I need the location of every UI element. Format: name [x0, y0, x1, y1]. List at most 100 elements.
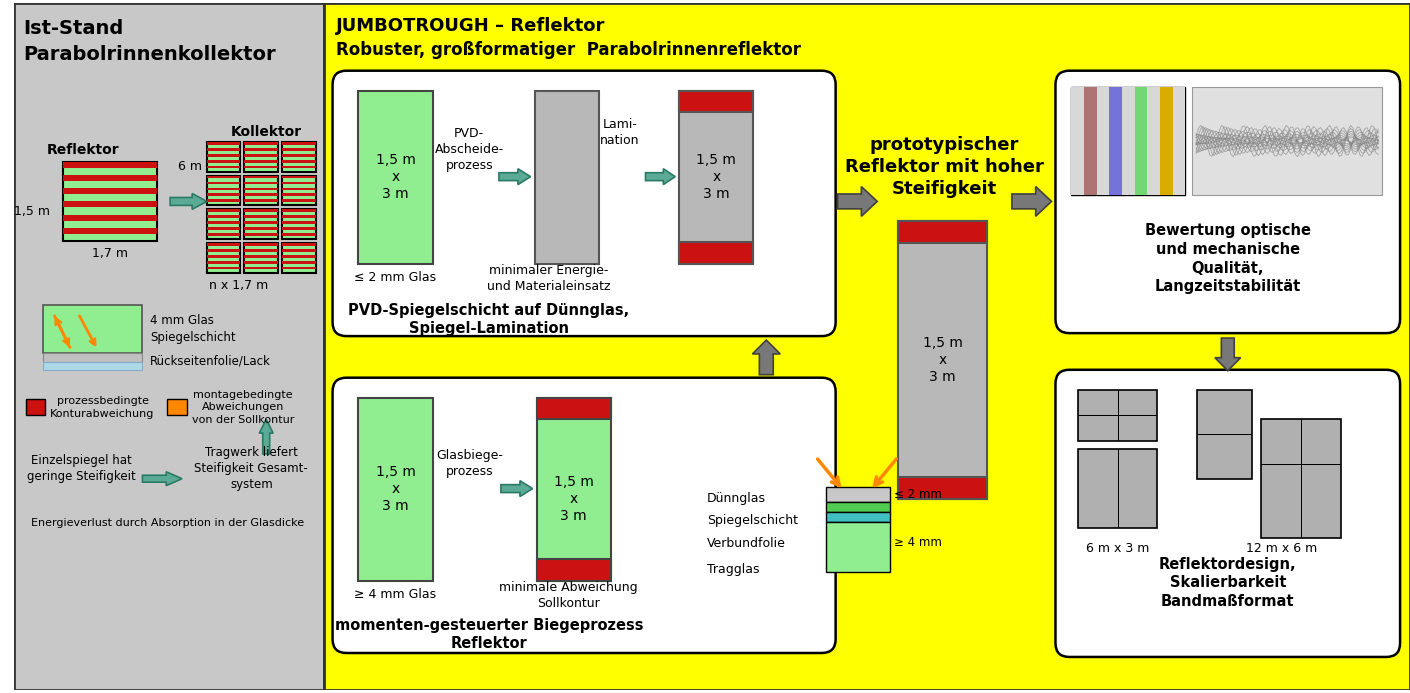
Bar [207, 255, 241, 258]
Bar [244, 243, 278, 246]
Bar [207, 243, 241, 273]
Bar [244, 175, 278, 178]
Bar [1197, 434, 1252, 435]
Polygon shape [499, 168, 530, 184]
Polygon shape [646, 168, 675, 184]
Bar [1084, 87, 1097, 195]
Bar [282, 267, 316, 270]
Polygon shape [501, 481, 533, 496]
Bar [1262, 464, 1341, 465]
Polygon shape [259, 419, 274, 454]
Text: Einzelspiegel hat
geringe Steifigkeit: Einzelspiegel hat geringe Steifigkeit [27, 455, 135, 483]
Text: Spiegelschicht: Spiegelschicht [151, 331, 235, 344]
Bar [207, 175, 241, 205]
Bar [1079, 449, 1158, 528]
Bar [207, 148, 241, 150]
Bar [244, 209, 278, 239]
Polygon shape [1012, 186, 1052, 216]
Bar [826, 512, 890, 523]
Bar [244, 160, 278, 162]
Bar [282, 142, 316, 145]
Text: Glasbiege-
prozess: Glasbiege- prozess [436, 449, 502, 478]
Bar [63, 228, 158, 234]
Bar [207, 154, 241, 157]
Bar [282, 249, 316, 252]
Text: Reflektor: Reflektor [47, 143, 120, 157]
Bar [282, 154, 316, 157]
Text: Tragwerk liefert
Steifigkeit Gesamt-
system: Tragwerk liefert Steifigkeit Gesamt- sys… [195, 446, 309, 491]
Text: 1,5 m: 1,5 m [14, 205, 49, 218]
Bar [207, 261, 241, 263]
Bar [244, 227, 278, 230]
Bar [1197, 389, 1252, 479]
Bar [1079, 389, 1158, 441]
Text: 6 m x 3 m: 6 m x 3 m [1086, 541, 1149, 554]
Text: ≥ 4 mm Glas: ≥ 4 mm Glas [354, 588, 437, 601]
Polygon shape [142, 472, 182, 486]
Bar [207, 227, 241, 230]
Text: 4 mm Glas: 4 mm Glas [151, 314, 214, 327]
Bar [168, 399, 188, 415]
Text: Lami-
nation: Lami- nation [601, 118, 640, 147]
Bar [44, 306, 142, 353]
Bar [826, 523, 890, 572]
Bar [282, 261, 316, 263]
Bar [207, 175, 241, 178]
Bar [282, 175, 316, 205]
Bar [244, 154, 278, 157]
Bar [244, 249, 278, 252]
Text: ≥ 4 mm: ≥ 4 mm [894, 536, 942, 549]
Bar [244, 261, 278, 263]
Text: 1,5 m
x
3 m: 1,5 m x 3 m [554, 475, 594, 523]
Bar [207, 142, 241, 145]
Bar [244, 209, 278, 212]
Polygon shape [753, 340, 780, 375]
Bar [282, 209, 316, 212]
Bar [244, 142, 278, 172]
Bar [63, 188, 158, 194]
Bar [244, 193, 278, 196]
Bar [282, 166, 316, 168]
Bar [282, 227, 316, 230]
Bar [207, 243, 241, 246]
Bar [207, 142, 241, 172]
Bar [282, 142, 316, 172]
Text: Reflektor: Reflektor [451, 635, 527, 651]
Bar [1122, 87, 1135, 195]
Bar [244, 175, 278, 205]
Text: Reflektordesign,
Skalierbarkeit
Bandmaßformat: Reflektordesign, Skalierbarkeit Bandmaßf… [1159, 556, 1297, 608]
Text: PVD-Spiegelschicht auf Dünnglas,: PVD-Spiegelschicht auf Dünnglas, [348, 303, 630, 318]
Bar [282, 148, 316, 150]
Bar [244, 188, 278, 191]
Bar [826, 486, 890, 502]
Bar [44, 353, 142, 362]
Text: Robuster, großformatiger  Parabolrinnenreflektor: Robuster, großformatiger Parabolrinnenre… [336, 41, 801, 59]
Bar [244, 148, 278, 150]
Bar [282, 175, 316, 178]
Text: minimaler Energie-
und Materialeinsatz: minimaler Energie- und Materialeinsatz [486, 264, 611, 293]
Bar [358, 398, 433, 581]
Text: 6 m: 6 m [178, 160, 202, 173]
Text: montagebedingte
Abweichungen
von der Sollkontur: montagebedingte Abweichungen von der Sol… [192, 390, 295, 425]
Bar [244, 142, 278, 145]
Text: Bewertung optische
und mechanische
Qualität,
Langzeitstabilität: Bewertung optische und mechanische Quali… [1145, 223, 1311, 295]
Bar [282, 221, 316, 224]
Bar [63, 161, 158, 241]
Bar [534, 91, 599, 264]
Bar [207, 200, 241, 202]
Bar [826, 502, 890, 512]
Text: prozessbedingte
Konturabweichung: prozessbedingte Konturabweichung [51, 396, 155, 419]
Polygon shape [1215, 338, 1241, 371]
Bar [282, 216, 316, 218]
Text: Spiegelschicht: Spiegelschicht [706, 514, 798, 527]
Bar [44, 362, 142, 370]
Text: prototypischer
Reflektor mit hoher
Steifigkeit: prototypischer Reflektor mit hoher Steif… [845, 136, 1043, 198]
Text: JUMBOTROUGH – Reflektor: JUMBOTROUGH – Reflektor [336, 17, 605, 35]
Bar [898, 221, 987, 498]
Text: n x 1,7 m: n x 1,7 m [209, 279, 268, 292]
Bar [207, 209, 241, 212]
Bar [537, 398, 611, 581]
Bar [282, 182, 316, 184]
Text: 1,5 m
x
3 m: 1,5 m x 3 m [922, 335, 963, 384]
Bar [282, 200, 316, 202]
